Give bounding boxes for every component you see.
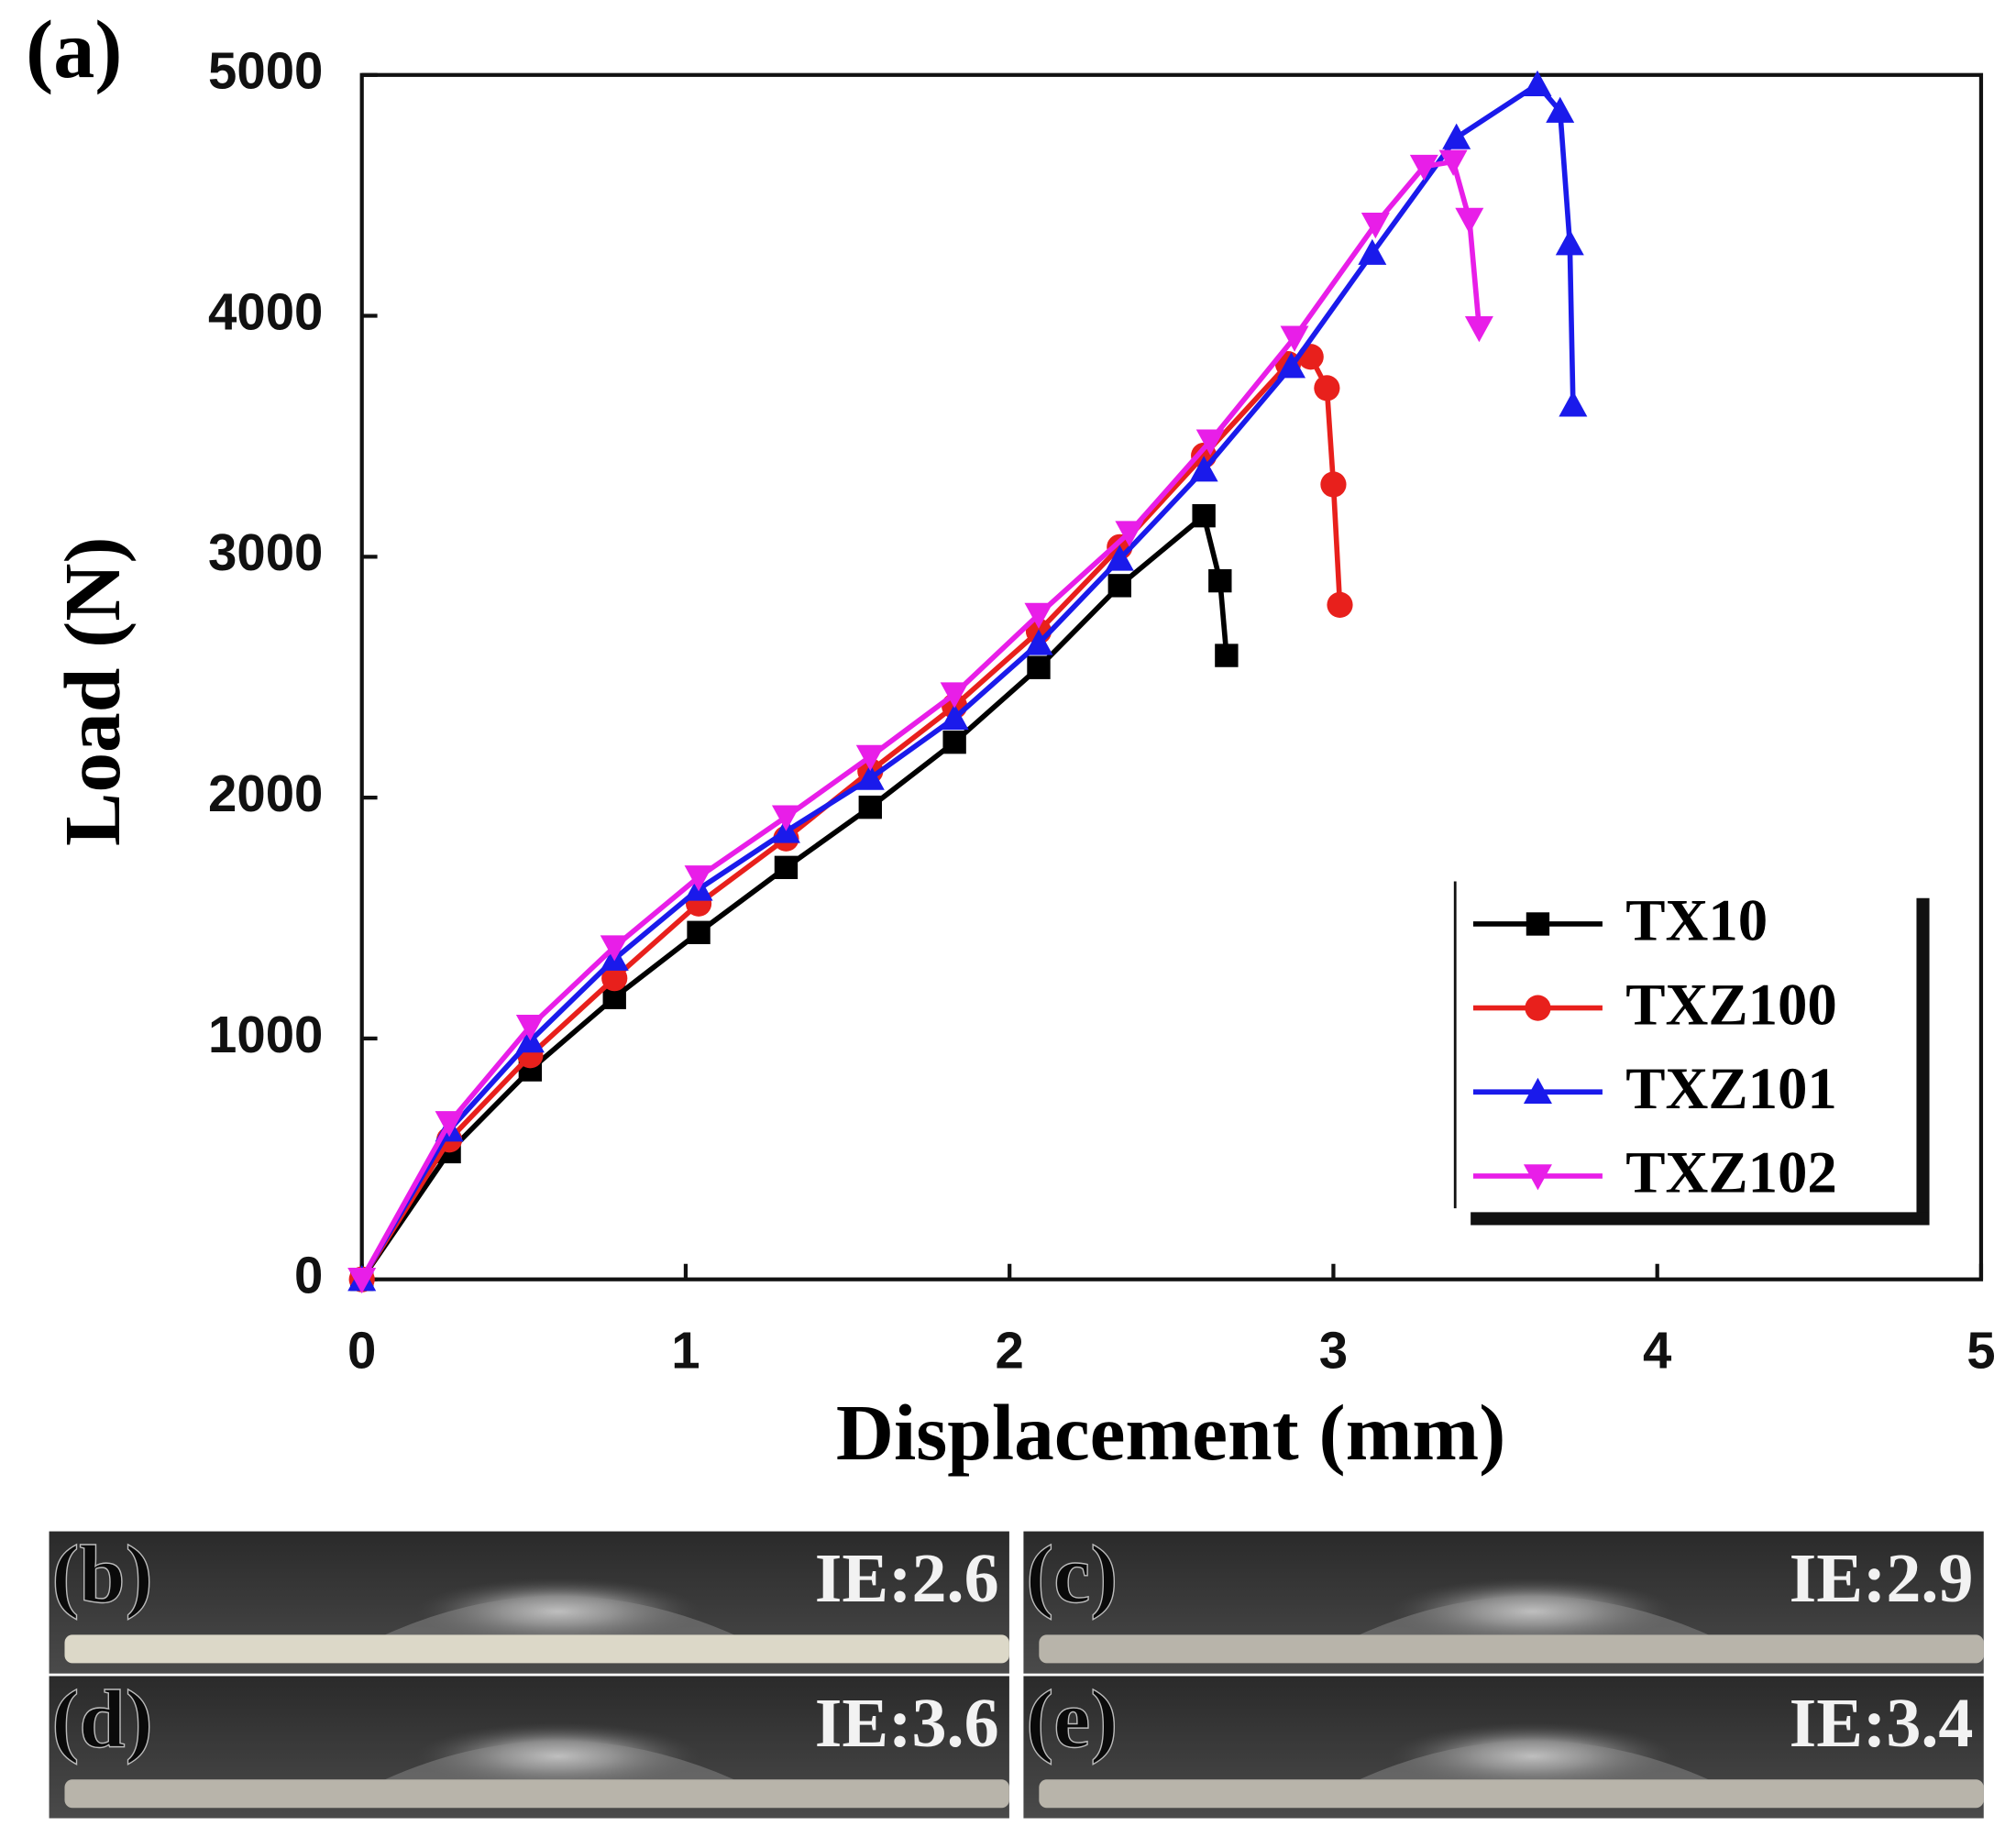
- x-tick-label: 0: [347, 1321, 376, 1379]
- marker: [347, 1267, 377, 1294]
- marker: [1314, 375, 1340, 402]
- marker: [1195, 429, 1225, 456]
- dome: [385, 1740, 734, 1780]
- marker: [1525, 995, 1551, 1021]
- marker: [600, 935, 629, 962]
- y-tick-label: 5000: [208, 42, 323, 100]
- marker: [1442, 123, 1471, 149]
- marker: [858, 795, 882, 820]
- marker: [1105, 544, 1134, 571]
- legend-label: TXZ100: [1625, 972, 1837, 1038]
- marker: [1555, 229, 1584, 256]
- legend-label: TXZ101: [1625, 1056, 1837, 1122]
- y-tick-label: 0: [294, 1247, 323, 1304]
- y-tick-label: 2000: [208, 764, 323, 822]
- marker: [1361, 213, 1390, 239]
- ie-label: IE:3.6: [815, 1685, 999, 1762]
- marker: [1438, 149, 1468, 176]
- marker: [1559, 390, 1588, 417]
- marker: [1027, 655, 1051, 679]
- ie-label: IE:2.6: [815, 1540, 999, 1617]
- x-tick-label: 1: [671, 1321, 700, 1379]
- marker: [1024, 602, 1053, 629]
- marker: [1523, 70, 1552, 96]
- dome: [1359, 1740, 1709, 1780]
- marker: [1208, 568, 1232, 593]
- x-tick-label: 4: [1643, 1321, 1672, 1379]
- photo-label: (b): [51, 1529, 152, 1621]
- marker: [687, 920, 711, 944]
- marker: [1523, 1077, 1552, 1104]
- x-axis-label: Displacement (mm): [836, 1388, 1505, 1477]
- marker: [1192, 503, 1216, 528]
- series-line: [359, 354, 1343, 1282]
- series-line: [359, 512, 1229, 1282]
- marker: [855, 744, 885, 771]
- marker: [684, 865, 713, 892]
- marker: [1546, 96, 1575, 123]
- marker: [1189, 456, 1218, 482]
- x-tick-label: 5: [1966, 1321, 1995, 1379]
- marker: [1107, 574, 1131, 598]
- marker: [1464, 315, 1493, 343]
- sheet: [1039, 1779, 1984, 1809]
- ie-label: IE:2.9: [1790, 1540, 1974, 1617]
- x-tick-label: 3: [1319, 1321, 1348, 1379]
- marker: [1409, 154, 1438, 182]
- photo-label: (e): [1026, 1674, 1118, 1766]
- y-tick-label: 4000: [208, 282, 323, 340]
- marker: [601, 965, 628, 992]
- sheet: [1039, 1634, 1984, 1664]
- marker: [1327, 591, 1353, 618]
- marker: [855, 764, 885, 790]
- series-line: [359, 159, 1482, 1282]
- marker: [515, 1015, 545, 1041]
- dome: [385, 1596, 734, 1635]
- marker: [1280, 325, 1309, 352]
- y-tick-label: 3000: [208, 523, 323, 581]
- marker: [940, 703, 969, 731]
- plot-frame: [359, 72, 1984, 1282]
- marker: [1115, 521, 1144, 547]
- marker: [1277, 352, 1306, 379]
- legend-label: TXZ102: [1625, 1140, 1837, 1206]
- dome: [1359, 1596, 1709, 1635]
- marker: [1523, 1164, 1552, 1191]
- photo-label: (c): [1026, 1529, 1118, 1621]
- y-tick-label: 1000: [208, 1006, 323, 1063]
- marker: [1526, 912, 1550, 936]
- marker: [774, 855, 799, 880]
- sheet: [64, 1779, 1009, 1809]
- ie-label: IE:3.4: [1790, 1685, 1974, 1762]
- marker: [942, 730, 966, 754]
- x-tick-label: 2: [996, 1321, 1024, 1379]
- legend: TX10 TXZ100 TXZ101 TXZ102: [1453, 881, 1930, 1226]
- sheet: [64, 1634, 1009, 1664]
- marker: [1215, 644, 1239, 667]
- marker: [1455, 207, 1484, 234]
- marker: [771, 805, 800, 831]
- marker: [435, 1111, 464, 1138]
- marker: [1024, 629, 1053, 655]
- photo-label: (d): [51, 1674, 152, 1766]
- marker: [1358, 238, 1387, 265]
- marker: [940, 682, 969, 709]
- marker: [1320, 471, 1347, 498]
- panel-label: (a): [26, 4, 122, 95]
- y-axis-label: Load (N): [48, 536, 137, 845]
- legend-label: TX10: [1625, 888, 1768, 954]
